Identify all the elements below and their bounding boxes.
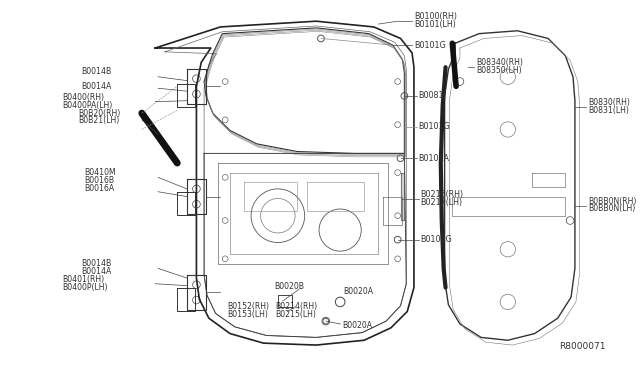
Text: B0014A: B0014A	[81, 82, 112, 91]
Text: B0214(RH): B0214(RH)	[275, 302, 317, 311]
Text: B0410M: B0410M	[84, 168, 116, 177]
Text: B0B21(LH): B0B21(LH)	[79, 116, 120, 125]
Text: B08340(RH): B08340(RH)	[476, 58, 523, 67]
Text: B0101G: B0101G	[420, 235, 452, 244]
Text: B0101A: B0101A	[419, 154, 450, 163]
Text: B0016A: B0016A	[84, 185, 115, 193]
Text: B0217(LH): B0217(LH)	[420, 198, 463, 207]
Text: B0014B: B0014B	[81, 259, 112, 268]
Text: B0081J: B0081J	[419, 92, 447, 100]
Text: B0BB0N(RH): B0BB0N(RH)	[588, 197, 637, 206]
Text: B0020B: B0020B	[274, 282, 304, 291]
Text: B0400PA(LH): B0400PA(LH)	[62, 101, 113, 110]
Text: B0101G: B0101G	[414, 41, 445, 49]
Text: R8000071: R8000071	[559, 343, 605, 352]
Text: B0100(RH): B0100(RH)	[414, 12, 457, 21]
Text: B0215(LH): B0215(LH)	[275, 310, 316, 319]
Text: B0831(LH): B0831(LH)	[588, 106, 629, 115]
Text: B0016B: B0016B	[84, 176, 115, 185]
Text: B0B20(RH): B0B20(RH)	[79, 109, 121, 118]
Text: B0101G: B0101G	[419, 122, 451, 131]
Text: B0400(RH): B0400(RH)	[62, 93, 104, 102]
Text: B0830(RH): B0830(RH)	[588, 98, 630, 107]
Text: B0BB0N(LH): B0BB0N(LH)	[588, 205, 636, 214]
Text: B08350(LH): B08350(LH)	[476, 65, 522, 74]
Text: B0014A: B0014A	[81, 267, 112, 276]
Text: B0400P(LH): B0400P(LH)	[62, 283, 108, 292]
Polygon shape	[401, 173, 404, 221]
Text: B0216(RH): B0216(RH)	[420, 190, 464, 199]
Text: B0153(LH): B0153(LH)	[227, 310, 268, 319]
Text: B0014B: B0014B	[81, 67, 112, 77]
Text: B0101(LH): B0101(LH)	[414, 20, 456, 29]
Text: B0020A: B0020A	[342, 321, 372, 330]
Text: B0401(RH): B0401(RH)	[62, 275, 104, 285]
Text: B0020A: B0020A	[343, 287, 373, 296]
Text: B0152(RH): B0152(RH)	[227, 302, 269, 311]
